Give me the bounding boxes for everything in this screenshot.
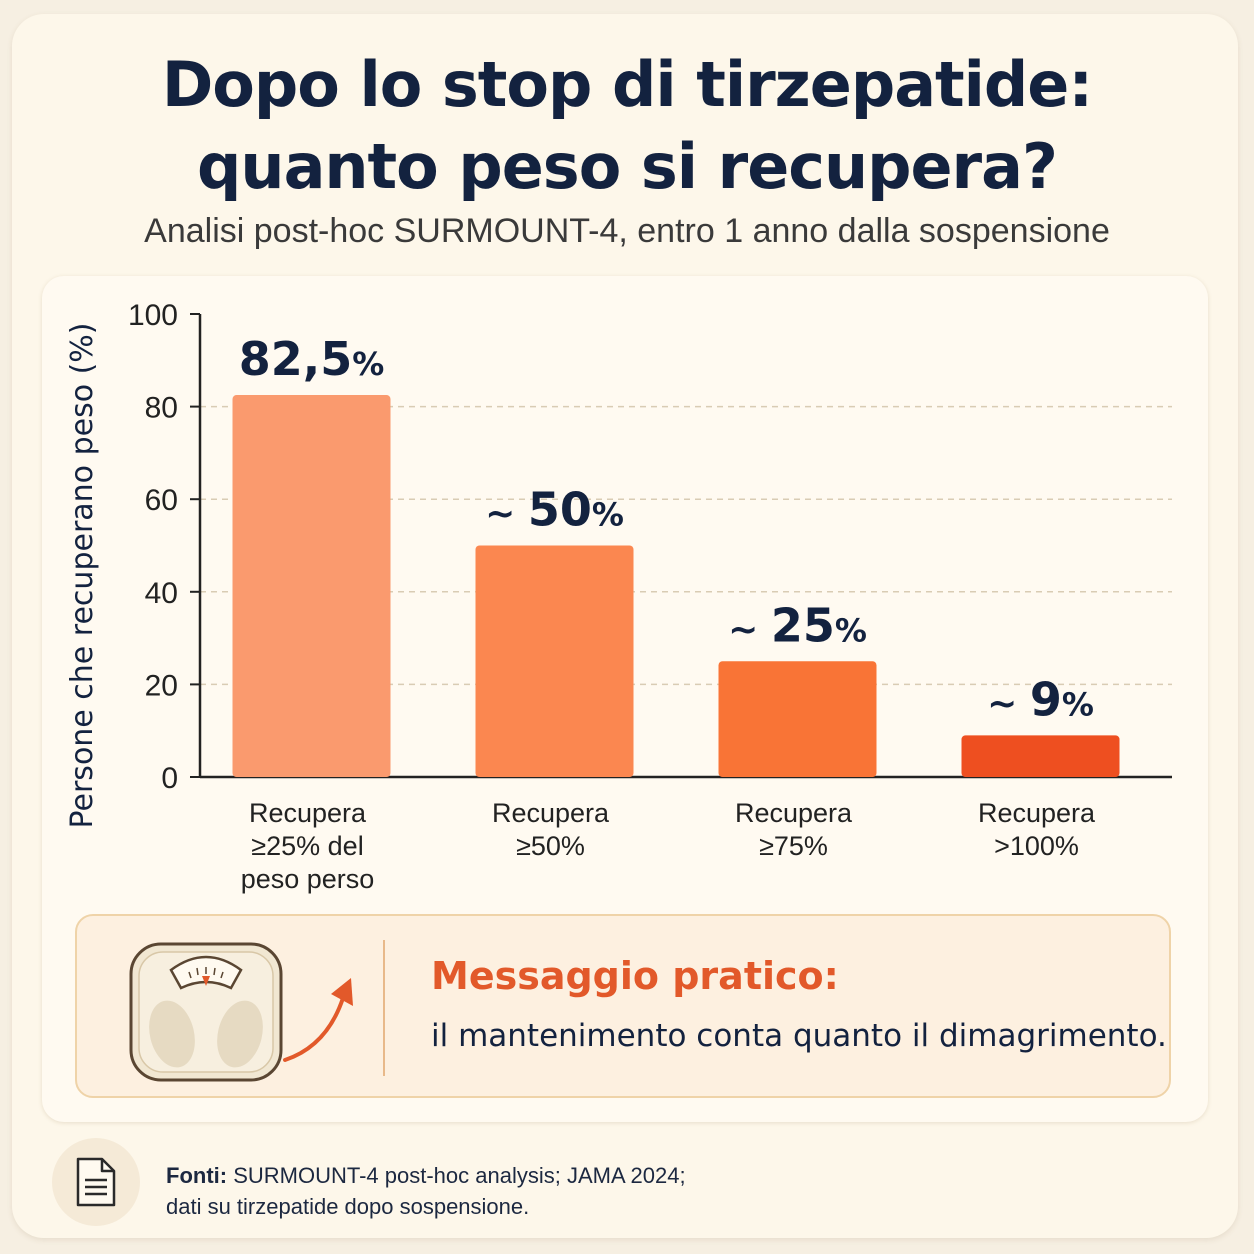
category-label: ≥25% del: [251, 831, 363, 861]
callout-text: il mantenimento conta quanto il dimagrim…: [431, 1018, 1167, 1054]
category-label: Recupera: [735, 798, 853, 828]
bar-value-label: ~ 9%: [987, 672, 1094, 726]
page-title-line1: Dopo lo stop di tirzepatide:: [161, 48, 1093, 121]
category-label: peso perso: [241, 864, 375, 894]
category-label: Recupera: [978, 798, 1096, 828]
y-tick-label: 60: [145, 484, 178, 517]
bar-chart: 0 20 40 60 80 100 Persone che recuperano peso …: [65, 299, 1172, 894]
page-subtitle: Analisi post-hoc SURMOUNT-4, entro 1 ann…: [144, 212, 1110, 250]
sources-line2: dati su tirzepatide dopo sospensione.: [166, 1194, 530, 1219]
bar-value-label: ~ 50%: [485, 483, 624, 537]
bathroom-scale-icon: [129, 942, 353, 1082]
practical-message-callout: Messaggio pratico: il mantenimento conta…: [75, 914, 1171, 1098]
y-tick-label: 0: [161, 762, 178, 795]
category-label: ≥50%: [516, 831, 585, 861]
y-tick-label: 40: [145, 577, 178, 610]
bar: [961, 735, 1120, 777]
y-tick-label: 80: [145, 392, 178, 425]
sources-label: Fonti:: [166, 1163, 228, 1188]
callout-title: Messaggio pratico:: [431, 954, 839, 998]
y-tick-label: 20: [145, 669, 178, 702]
category-label: Recupera: [492, 798, 610, 828]
bar-value-label: ~ 25%: [728, 598, 867, 652]
page-title-line2: quanto peso si recupera?: [197, 130, 1058, 203]
bar: [475, 545, 634, 777]
y-axis-label: Persone che recuperano peso (%): [65, 322, 100, 828]
category-label: ≥75%: [759, 831, 828, 861]
callout-divider: [383, 940, 385, 1076]
sources-line1: SURMOUNT-4 post-hoc analysis; JAMA 2024;: [227, 1163, 686, 1188]
bar-value-label: 82,5%: [239, 332, 385, 386]
bar: [232, 395, 391, 777]
category-label: >100%: [994, 831, 1079, 861]
bar: [718, 661, 877, 777]
document-icon: [76, 1157, 116, 1207]
y-tick-label: 100: [128, 299, 178, 332]
category-label: Recupera: [249, 798, 367, 828]
sources-badge: [52, 1138, 140, 1226]
sources-note: Fonti: SURMOUNT-4 post-hoc analysis; JAM…: [166, 1160, 686, 1222]
